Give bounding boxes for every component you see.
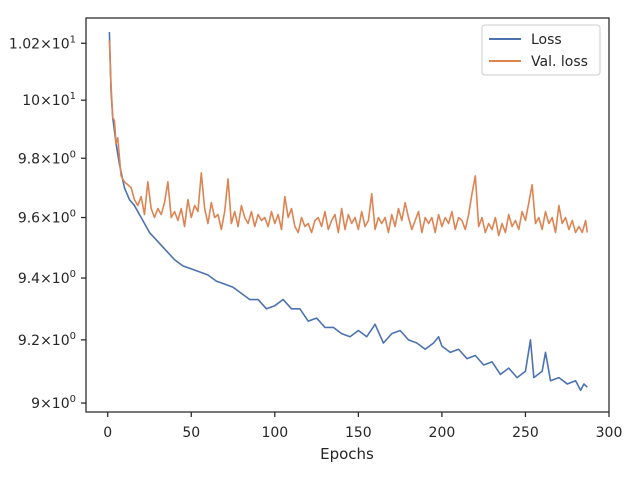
legend-label-val-loss: Val. loss [531, 54, 588, 70]
series-layer [108, 31, 589, 392]
legend: Loss Val. loss [481, 24, 601, 76]
y-tick-label: 9.2×100 [18, 331, 76, 349]
x-axis: 0 50 100 150 200 250 300 [103, 412, 622, 441]
x-tick-label: 150 [345, 425, 372, 441]
x-tick-label: 100 [261, 425, 288, 441]
legend-box [481, 24, 601, 76]
x-tick-label: 250 [512, 425, 539, 441]
y-tick-label: 9×100 [31, 394, 76, 412]
x-tick-label: 50 [182, 425, 200, 441]
x-tick-label: 300 [596, 425, 623, 441]
x-tick-label: 200 [429, 425, 456, 441]
y-tick-label: 10×101 [22, 91, 76, 109]
series-line-val-loss [108, 40, 589, 237]
y-tick-label: 9.6×100 [18, 209, 76, 227]
y-tick-label: 1.02×101 [9, 34, 76, 52]
x-axis-label: Epochs [320, 445, 374, 463]
x-tick-label: 0 [103, 425, 112, 441]
y-tick-label: 9.4×100 [18, 269, 76, 287]
series-line-loss [108, 31, 588, 392]
y-axis: 9×100 9.2×100 9.4×100 9.6×100 9.8×100 10×101 1… [9, 34, 86, 412]
plot-frame [85, 17, 610, 413]
legend-label-loss: Loss [531, 32, 562, 48]
y-tick-label: 9.8×100 [18, 149, 76, 167]
